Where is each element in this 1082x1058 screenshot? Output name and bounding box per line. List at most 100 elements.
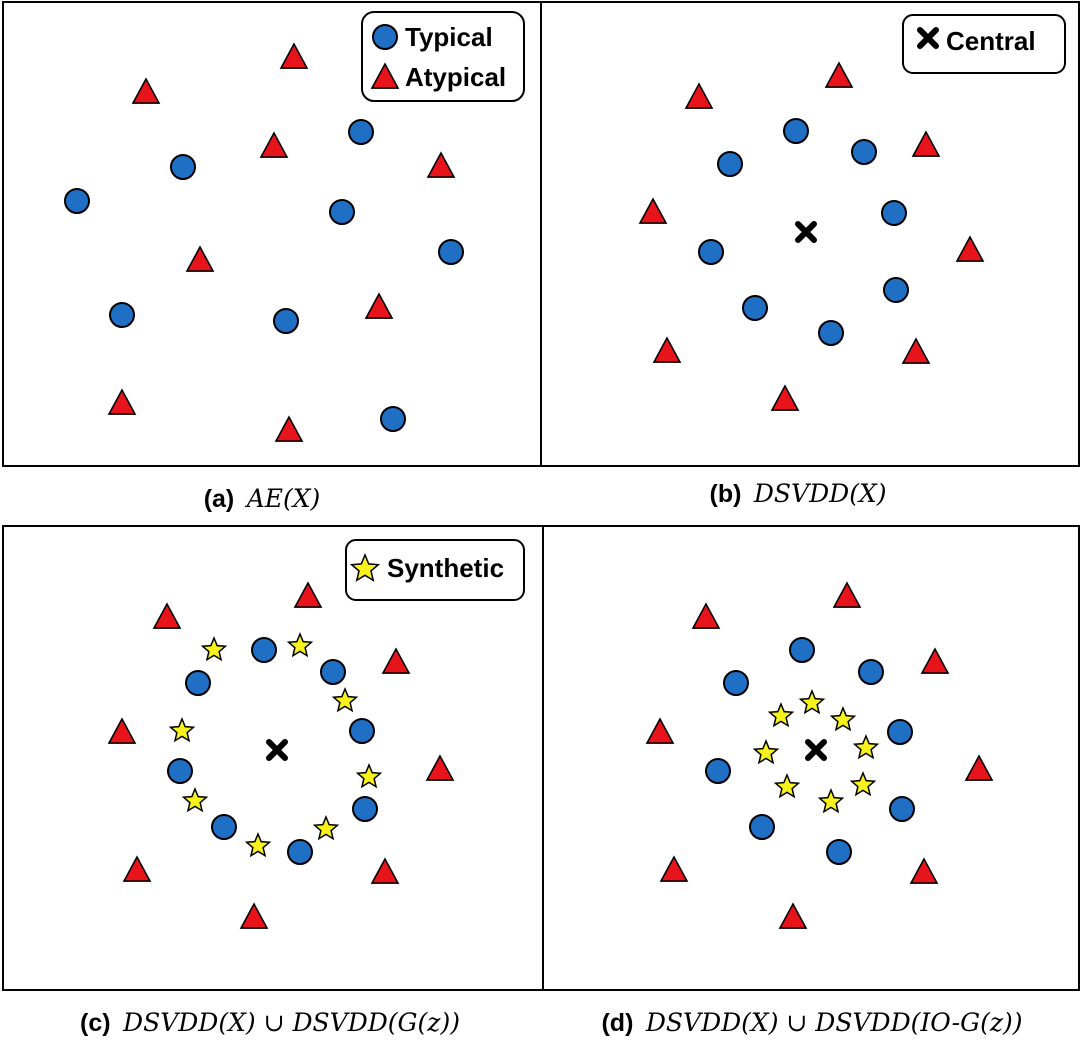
typical-point xyxy=(320,659,346,685)
caption-c-math: DSVDD(X) ∪ DSVDD(G(z)) xyxy=(122,1008,460,1037)
caption-b-math: DSVDD(X) xyxy=(753,479,887,508)
atypical-point xyxy=(770,384,800,411)
typical-point xyxy=(273,308,299,334)
typical-point xyxy=(251,637,277,663)
atypical-point xyxy=(911,130,941,157)
panel-c-points xyxy=(107,581,455,929)
typical-point xyxy=(352,796,378,822)
panel-d-points xyxy=(645,581,994,929)
legend-central-label: Central xyxy=(946,26,1036,56)
typical-point xyxy=(185,670,211,696)
synthetic-point xyxy=(244,832,272,858)
typical-point xyxy=(749,814,775,840)
typical-point xyxy=(372,24,398,50)
synthetic-point xyxy=(355,763,383,789)
caption-a-tag: (a) xyxy=(204,485,235,513)
caption-b: (b) DSVDD(X) xyxy=(710,479,887,508)
atypical-point xyxy=(638,197,668,224)
atypical-point xyxy=(381,647,411,674)
typical-point xyxy=(858,659,884,685)
panel-a-points xyxy=(64,42,464,442)
atypical-point xyxy=(122,855,152,882)
atypical-point xyxy=(239,902,269,929)
synthetic-point xyxy=(331,687,359,713)
atypical-point xyxy=(652,336,682,363)
legend-synthetic-label: Synthetic xyxy=(387,553,504,583)
central-point xyxy=(805,739,827,761)
synthetic-point xyxy=(798,689,826,715)
atypical-point xyxy=(152,602,182,629)
typical-point xyxy=(851,139,877,165)
atypical-point xyxy=(964,754,994,781)
atypical-point xyxy=(920,647,950,674)
typical-point xyxy=(887,719,913,745)
panel-a: Typical Atypical (a) AE(X) xyxy=(2,1,542,513)
typical-point xyxy=(742,295,768,321)
synthetic-point xyxy=(829,706,857,732)
atypical-point xyxy=(131,77,161,104)
typical-point xyxy=(881,200,907,226)
caption-a-math: AE(X) xyxy=(245,484,321,513)
legend-a-marks xyxy=(370,24,400,89)
atypical-point xyxy=(107,388,137,415)
central-point xyxy=(266,739,288,761)
atypical-point xyxy=(691,602,721,629)
typical-point xyxy=(789,637,815,663)
typical-point xyxy=(783,118,809,144)
typical-point xyxy=(109,302,135,328)
typical-point xyxy=(64,188,90,214)
atypical-point xyxy=(370,62,400,89)
atypical-point xyxy=(364,292,394,319)
synthetic-point xyxy=(817,788,845,814)
legend-box-c: Synthetic xyxy=(345,539,525,601)
legend-atypical-label: Atypical xyxy=(405,62,506,92)
atypical-point xyxy=(778,902,808,929)
typical-point xyxy=(287,839,313,865)
synthetic-point xyxy=(200,636,228,662)
typical-point xyxy=(380,406,406,432)
synthetic-point xyxy=(349,553,381,582)
panel-b: Central (b) DSVDD(X) xyxy=(540,1,1080,508)
atypical-point xyxy=(293,581,323,608)
typical-point xyxy=(438,239,464,265)
legend-c-frame xyxy=(345,539,525,601)
atypical-point xyxy=(185,245,215,272)
typical-point xyxy=(167,758,193,784)
caption-d: (d) DSVDD(X) ∪ DSVDD(IO-G(z)) xyxy=(601,1008,1022,1037)
atypical-point xyxy=(425,754,455,781)
synthetic-point xyxy=(752,739,780,765)
atypical-point xyxy=(645,717,675,744)
synthetic-point xyxy=(286,632,314,658)
synthetic-point xyxy=(168,717,196,743)
atypical-point xyxy=(901,337,931,364)
typical-point xyxy=(170,154,196,180)
synthetic-point xyxy=(773,773,801,799)
central-point xyxy=(917,27,939,49)
synthetic-point xyxy=(852,734,880,760)
typical-point xyxy=(889,796,915,822)
legend-a-frame xyxy=(361,11,525,102)
typical-point xyxy=(723,670,749,696)
typical-point xyxy=(826,839,852,865)
legend-c-marks xyxy=(349,553,381,582)
legend-typical-label: Typical xyxy=(405,22,493,52)
atypical-point xyxy=(274,415,304,442)
caption-c-tag: (c) xyxy=(80,1009,111,1037)
atypical-point xyxy=(955,235,985,262)
atypical-point xyxy=(832,581,862,608)
atypical-point xyxy=(824,61,854,88)
atypical-point xyxy=(370,857,400,884)
legend-box-b: Central xyxy=(902,14,1066,74)
panel-c: Synthetic (c) DSVDD(X) ∪ DSVDD(G(z)) xyxy=(2,525,544,1037)
typical-point xyxy=(883,277,909,303)
synthetic-point xyxy=(181,787,209,813)
typical-point xyxy=(211,814,237,840)
caption-a: (a) AE(X) xyxy=(204,484,321,513)
synthetic-point xyxy=(849,771,877,797)
atypical-point xyxy=(684,82,714,109)
legend-box-a: Typical Atypical xyxy=(361,11,525,102)
typical-point xyxy=(705,758,731,784)
typical-point xyxy=(698,239,724,265)
caption-d-math: DSVDD(X) ∪ DSVDD(IO-G(z)) xyxy=(645,1008,1023,1037)
